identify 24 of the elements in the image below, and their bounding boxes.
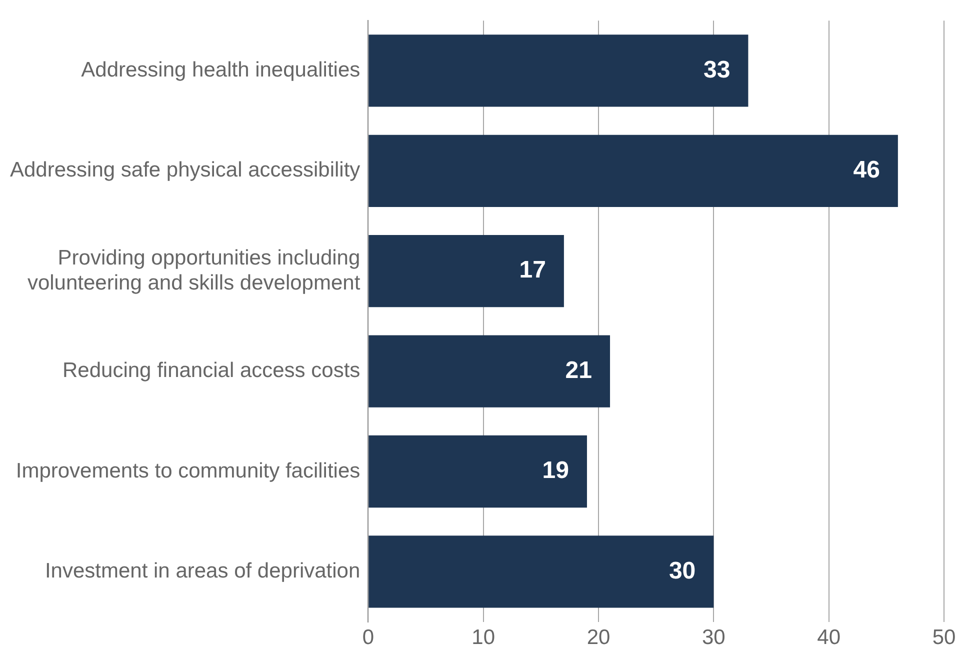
y-tick-label: Addressing health inequalities [81,58,360,82]
y-tick-label: Addressing safe physical accessibility [10,158,361,182]
data-label: 19 [542,457,569,484]
x-tick-label: 0 [362,626,374,650]
bar [368,536,714,608]
bar [368,134,898,207]
y-tick-label: Investment in areas of deprivation [44,559,360,582]
data-label: 46 [853,156,880,184]
data-label: 33 [704,56,730,84]
y-tick-label: Improvements to community facilities [16,459,360,482]
bar [368,235,564,308]
data-label: 30 [668,557,696,584]
y-tick-label: Reducing financial access costs [62,359,360,382]
x-tick-label: 30 [702,626,726,650]
data-label: 21 [565,356,592,384]
bar [368,34,748,107]
x-tick-label: 40 [817,626,841,650]
bar [368,335,610,408]
data-label: 17 [519,256,546,284]
x-tick-label: 10 [472,626,496,650]
bar [368,435,587,508]
x-tick-label: 50 [932,626,956,650]
x-tick-label: 20 [586,626,610,650]
y-tick-label: Providing opportunities including volunteering and skills development [27,246,360,294]
